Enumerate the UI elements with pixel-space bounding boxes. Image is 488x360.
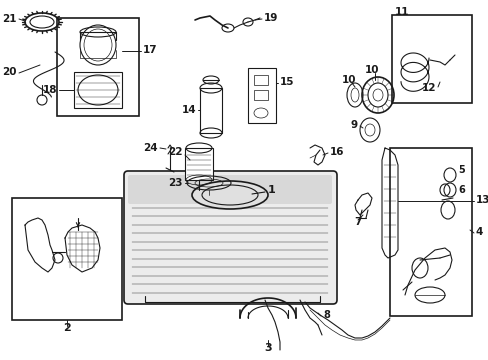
Text: 6: 6	[457, 185, 464, 195]
Bar	[391, 15, 471, 103]
Text: 15: 15	[280, 77, 294, 87]
Bar	[12, 198, 122, 320]
Text: 22: 22	[168, 147, 183, 157]
Text: 5: 5	[457, 165, 464, 175]
Bar	[57, 18, 139, 116]
Text: 3: 3	[264, 343, 271, 353]
Text: 10: 10	[341, 75, 356, 85]
FancyBboxPatch shape	[124, 171, 336, 304]
Bar	[184, 148, 213, 180]
Bar	[253, 75, 267, 85]
Text: 4: 4	[475, 227, 482, 237]
Text: 23: 23	[168, 178, 183, 188]
Text: 16: 16	[329, 147, 344, 157]
Bar	[74, 72, 122, 108]
Bar	[247, 68, 275, 123]
Text: 9: 9	[350, 120, 357, 130]
Ellipse shape	[192, 181, 267, 209]
Text: 1: 1	[267, 185, 275, 195]
Bar	[253, 90, 267, 100]
Text: 19: 19	[264, 13, 278, 23]
Text: 12: 12	[421, 83, 435, 93]
Bar	[389, 148, 471, 316]
Text: 8: 8	[323, 310, 329, 320]
Text: 18: 18	[42, 85, 57, 95]
Text: 13: 13	[475, 195, 488, 205]
Text: 10: 10	[364, 65, 379, 75]
FancyBboxPatch shape	[128, 175, 331, 204]
Text: 7: 7	[354, 217, 361, 227]
Text: 2: 2	[63, 323, 71, 333]
Text: 11: 11	[394, 7, 408, 17]
Text: 14: 14	[181, 105, 196, 115]
Bar	[200, 88, 222, 133]
Text: 20: 20	[2, 67, 17, 77]
Text: 21: 21	[2, 14, 17, 24]
Text: 24: 24	[143, 143, 158, 153]
Text: 17: 17	[142, 45, 157, 55]
